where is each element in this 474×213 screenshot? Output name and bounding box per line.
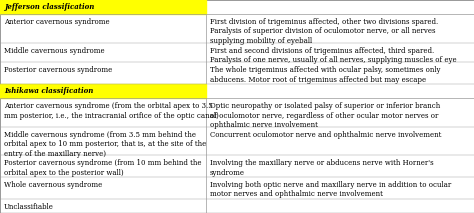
Text: Ishikawa classification: Ishikawa classification	[4, 87, 93, 95]
Text: Anterior cavernous syndrome: Anterior cavernous syndrome	[4, 18, 109, 26]
Text: Anterior cavernous syndrome (from the orbital apex to 3.5
mm posterior, i.e., th: Anterior cavernous syndrome (from the or…	[4, 102, 219, 119]
Text: Unclassifiable: Unclassifiable	[4, 203, 54, 211]
Text: The whole trigeminus affected with ocular palsy, sometimes only
abducens. Motor : The whole trigeminus affected with ocula…	[210, 66, 440, 84]
Text: First division of trigeminus affected, other two divisions spared.
Paralysis of : First division of trigeminus affected, o…	[210, 18, 438, 45]
Text: Whole cavernous syndrome: Whole cavernous syndrome	[4, 181, 102, 189]
Text: Involving both optic nerve and maxillary nerve in addition to ocular
motor nerve: Involving both optic nerve and maxillary…	[210, 181, 451, 199]
Text: Involving the maxillary nerve or abducens nerve with Horner's
syndrome: Involving the maxillary nerve or abducen…	[210, 159, 434, 177]
Text: Posterior cavernous syndrome (from 10 mm behind the
orbital apex to the posterio: Posterior cavernous syndrome (from 10 mm…	[4, 159, 201, 177]
Text: Middle cavernous syndrome (from 3.5 mm behind the
orbital apex to 10 mm posterio: Middle cavernous syndrome (from 3.5 mm b…	[4, 131, 206, 158]
Text: Concurrent oculomotor nerve and ophthalmic nerve involvement: Concurrent oculomotor nerve and ophthalm…	[210, 131, 441, 139]
Text: Middle cavernous syndrome: Middle cavernous syndrome	[4, 47, 104, 55]
Bar	[0, 0, 206, 14]
Text: First and second divisions of trigeminus affected, third spared.
Paralysis of on: First and second divisions of trigeminus…	[210, 47, 456, 64]
Text: Optic neuropathy or isolated palsy of superior or inferior branch
of oculomotor : Optic neuropathy or isolated palsy of su…	[210, 102, 440, 129]
Bar	[0, 84, 206, 98]
Text: Posterior cavernous syndrome: Posterior cavernous syndrome	[4, 66, 112, 74]
Text: Jefferson classification: Jefferson classification	[4, 3, 94, 11]
